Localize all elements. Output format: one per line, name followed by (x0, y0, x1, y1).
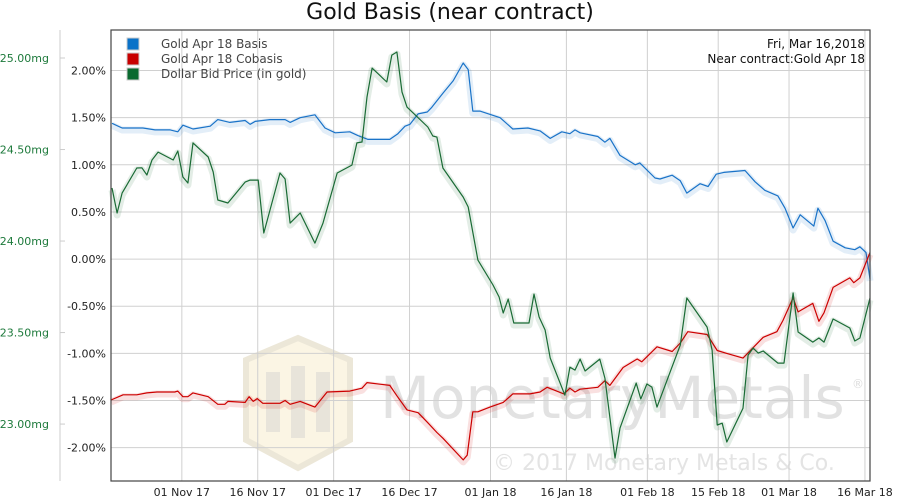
legend-item-basis[interactable]: Gold Apr 18 Basis (126, 37, 268, 51)
pct-axis: 2.00% 1.50% 1.00% 0.50% 0.00% -0.50% -1.00% -1.… (67, 65, 106, 455)
mg-tick-label: 25.00mg (0, 52, 49, 65)
info-contract: Near contract:Gold Apr 18 (707, 52, 865, 66)
x-tick-label: 16 Nov 17 (230, 486, 286, 499)
mg-tick-label: 23.50mg (0, 327, 49, 340)
mg-axis: 25.00mg 24.50mg 24.00mg 23.50mg 23.00mg (0, 52, 65, 431)
x-tick-label: 16 Mar 18 (837, 486, 893, 499)
x-tick-label: 01 Jan 18 (465, 486, 517, 499)
series-line-dollar-bid-price (111, 51, 871, 459)
series-glow-basis (110, 61, 874, 282)
legend-label-basis: Gold Apr 18 Basis (161, 37, 268, 51)
legend-item-dollar[interactable]: Dollar Bid Price (in gold) (126, 67, 306, 81)
x-tick-label: 16 Dec 17 (381, 486, 437, 499)
pct-tick-label: -1.00% (67, 347, 106, 360)
pct-tick-label: 0.00% (71, 253, 106, 266)
series-line-cobasis (110, 252, 871, 461)
pct-tick-label: 1.00% (71, 159, 106, 172)
series-lines (108, 50, 874, 466)
mg-tick-label: 23.00mg (0, 418, 49, 431)
x-tick-label: 16 Jan 18 (540, 486, 592, 499)
mg-tick-label: 24.00mg (0, 235, 49, 248)
x-axis: 01 Nov 17 16 Nov 17 01 Dec 17 16 Dec 17 01 J… (154, 486, 893, 499)
legend-label-dollar: Dollar Bid Price (in gold) (161, 67, 306, 81)
legend: Gold Apr 18 Basis Gold Apr 18 Cobasis Do… (126, 37, 306, 81)
pct-tick-label: 1.50% (71, 112, 106, 125)
chart-title: Gold Basis (near contract) (306, 0, 594, 25)
pct-tick-label: 0.50% (71, 206, 106, 219)
watermark-brand: MonetaryMetals (380, 364, 845, 432)
pct-tick-label: 2.00% (71, 65, 106, 78)
legend-swatch-cobasis (126, 52, 140, 66)
pct-tick-label: -1.50% (67, 394, 106, 407)
watermark-registered: ® (852, 377, 864, 391)
watermark-copyright: © 2017 Monetary Metals & Co. (493, 451, 835, 476)
grid (111, 30, 870, 481)
mg-tick-label: 24.50mg (0, 144, 49, 157)
pct-tick-label: -0.50% (67, 300, 106, 313)
series-line-basis (111, 62, 871, 279)
legend-swatch-dollar (126, 67, 140, 81)
legend-item-cobasis[interactable]: Gold Apr 18 Cobasis (126, 52, 283, 66)
x-tick-label: 01 Feb 18 (620, 486, 674, 499)
info-date: Fri, Mar 16,2018 (767, 37, 865, 51)
watermark: MonetaryMetals ® © 2017 Monetary Metals … (243, 334, 864, 476)
x-tick-label: 01 Mar 18 (761, 486, 817, 499)
x-tick-label: 01 Dec 17 (305, 486, 361, 499)
legend-swatch-basis (126, 37, 140, 51)
plot-frame (110, 29, 871, 482)
x-tick-label: 01 Nov 17 (154, 486, 210, 499)
pct-tick-label: -2.00% (67, 442, 106, 455)
legend-label-cobasis: Gold Apr 18 Cobasis (161, 52, 283, 66)
x-tick-label: 15 Feb 18 (691, 486, 745, 499)
